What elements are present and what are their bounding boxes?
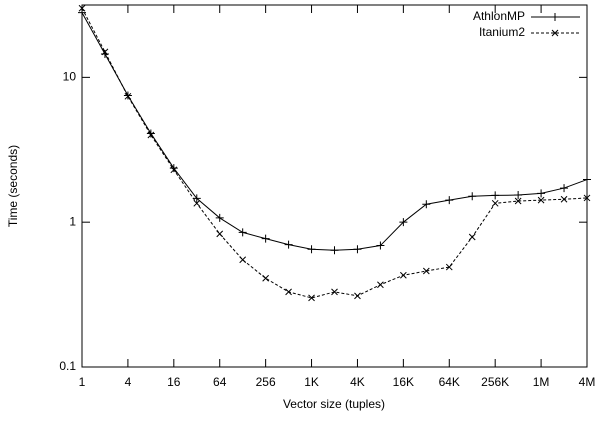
data-point <box>445 263 453 271</box>
data-point <box>537 196 545 204</box>
data-point <box>583 175 591 184</box>
x-tick-label: 4K <box>350 375 365 389</box>
data-point <box>560 184 569 193</box>
x-tick-label: 64 <box>213 375 227 389</box>
data-point <box>354 292 361 300</box>
legend-marker <box>551 13 559 21</box>
data-point <box>169 164 178 173</box>
x-tick-label: 4M <box>579 375 596 389</box>
x-tick-label: 16K <box>393 375 414 389</box>
x-tick-label: 16 <box>167 375 181 389</box>
data-point <box>377 281 384 289</box>
data-point <box>331 288 338 296</box>
x-tick-label: 256K <box>481 375 509 389</box>
data-point <box>514 197 522 205</box>
data-point <box>101 48 109 56</box>
data-point <box>238 228 247 237</box>
data-point <box>123 91 132 100</box>
data-point <box>468 192 477 201</box>
data-point <box>216 230 224 238</box>
legend-marker <box>551 29 559 37</box>
data-point <box>537 189 546 198</box>
data-point <box>330 246 339 255</box>
x-tick-label: 1K <box>304 375 319 389</box>
series-line <box>81 12 588 251</box>
data-point <box>262 274 269 282</box>
data-point <box>308 294 315 302</box>
data-point <box>400 271 407 279</box>
x-tick-label: 4 <box>125 375 132 389</box>
data-point <box>285 288 292 296</box>
data-point <box>491 191 500 200</box>
y-tick-label: 1 <box>69 214 76 228</box>
data-point <box>583 194 591 202</box>
data-point <box>284 240 293 249</box>
data-point <box>491 199 499 207</box>
data-point <box>468 233 476 241</box>
x-tick-label: 1M <box>533 375 550 389</box>
data-point <box>192 194 201 203</box>
data-point <box>560 195 568 203</box>
data-point <box>422 200 431 209</box>
data-point <box>239 256 247 264</box>
data-point <box>124 92 132 100</box>
y-tick-label: 10 <box>63 70 77 84</box>
data-point <box>307 245 316 254</box>
data-point <box>353 245 362 254</box>
y-tick-label: 0.1 <box>59 359 76 373</box>
x-tick-label: 1 <box>79 375 86 389</box>
plot-frame <box>81 4 588 368</box>
legend-label: AthlonMP <box>473 9 525 23</box>
y-axis-label: Time (seconds) <box>6 145 20 227</box>
x-axis-label: Vector size (tuples) <box>283 397 385 411</box>
series-line <box>81 8 588 299</box>
data-point <box>147 131 155 139</box>
data-point <box>445 196 454 205</box>
data-point <box>514 191 523 200</box>
data-point <box>376 241 385 250</box>
data-point <box>261 234 270 243</box>
x-tick-label: 256 <box>256 375 276 389</box>
data-point <box>399 218 408 227</box>
x-tick-label: 64K <box>439 375 460 389</box>
data-point <box>78 4 86 12</box>
data-point <box>193 199 201 207</box>
data-point <box>422 267 430 275</box>
legend-label: Itanium2 <box>479 25 525 39</box>
data-point <box>146 129 155 138</box>
data-point <box>170 166 178 174</box>
data-point <box>215 213 224 222</box>
